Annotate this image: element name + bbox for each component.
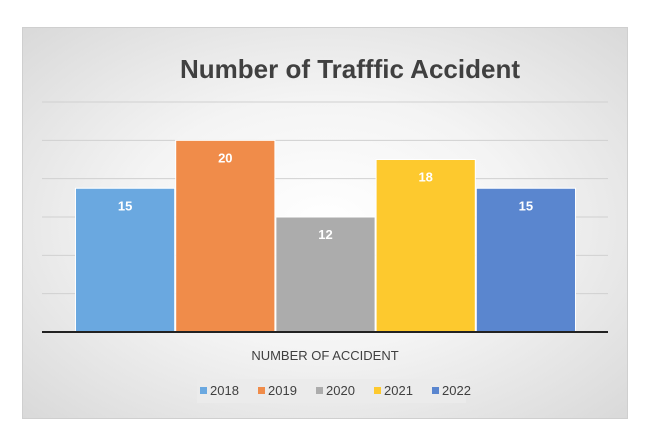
bar-2019	[175, 139, 276, 333]
x-axis-label: NUMBER OF ACCIDENT	[251, 348, 398, 363]
legend-swatch-2022	[432, 387, 439, 394]
data-labels: 15 20 12 18 15	[118, 150, 533, 242]
data-label-2018: 15	[118, 198, 132, 213]
legend-label-2019: 2019	[268, 383, 297, 398]
data-label-2022: 15	[519, 198, 533, 213]
legend-swatch-2018	[200, 387, 207, 394]
legend-label-2020: 2020	[326, 383, 355, 398]
bar-2018	[75, 187, 176, 333]
legend: 2018 2019 2020 2021 2022	[197, 379, 471, 403]
legend-swatch-2019	[258, 387, 265, 394]
data-label-2021: 18	[418, 170, 432, 185]
legend-label-2018: 2018	[210, 383, 239, 398]
bar-2021	[375, 159, 476, 333]
bar-2022	[475, 187, 576, 333]
bars	[75, 139, 576, 333]
data-label-2020: 12	[318, 227, 332, 242]
legend-label-2021: 2021	[384, 383, 413, 398]
legend-swatch-2021	[374, 387, 381, 394]
legend-background	[197, 379, 466, 403]
bar-2020	[275, 216, 376, 333]
data-label-2019: 20	[218, 150, 232, 165]
legend-swatch-2020	[316, 387, 323, 394]
legend-label-2022: 2022	[442, 383, 471, 398]
chart-title: Number of Trafffic Accident	[180, 54, 520, 84]
